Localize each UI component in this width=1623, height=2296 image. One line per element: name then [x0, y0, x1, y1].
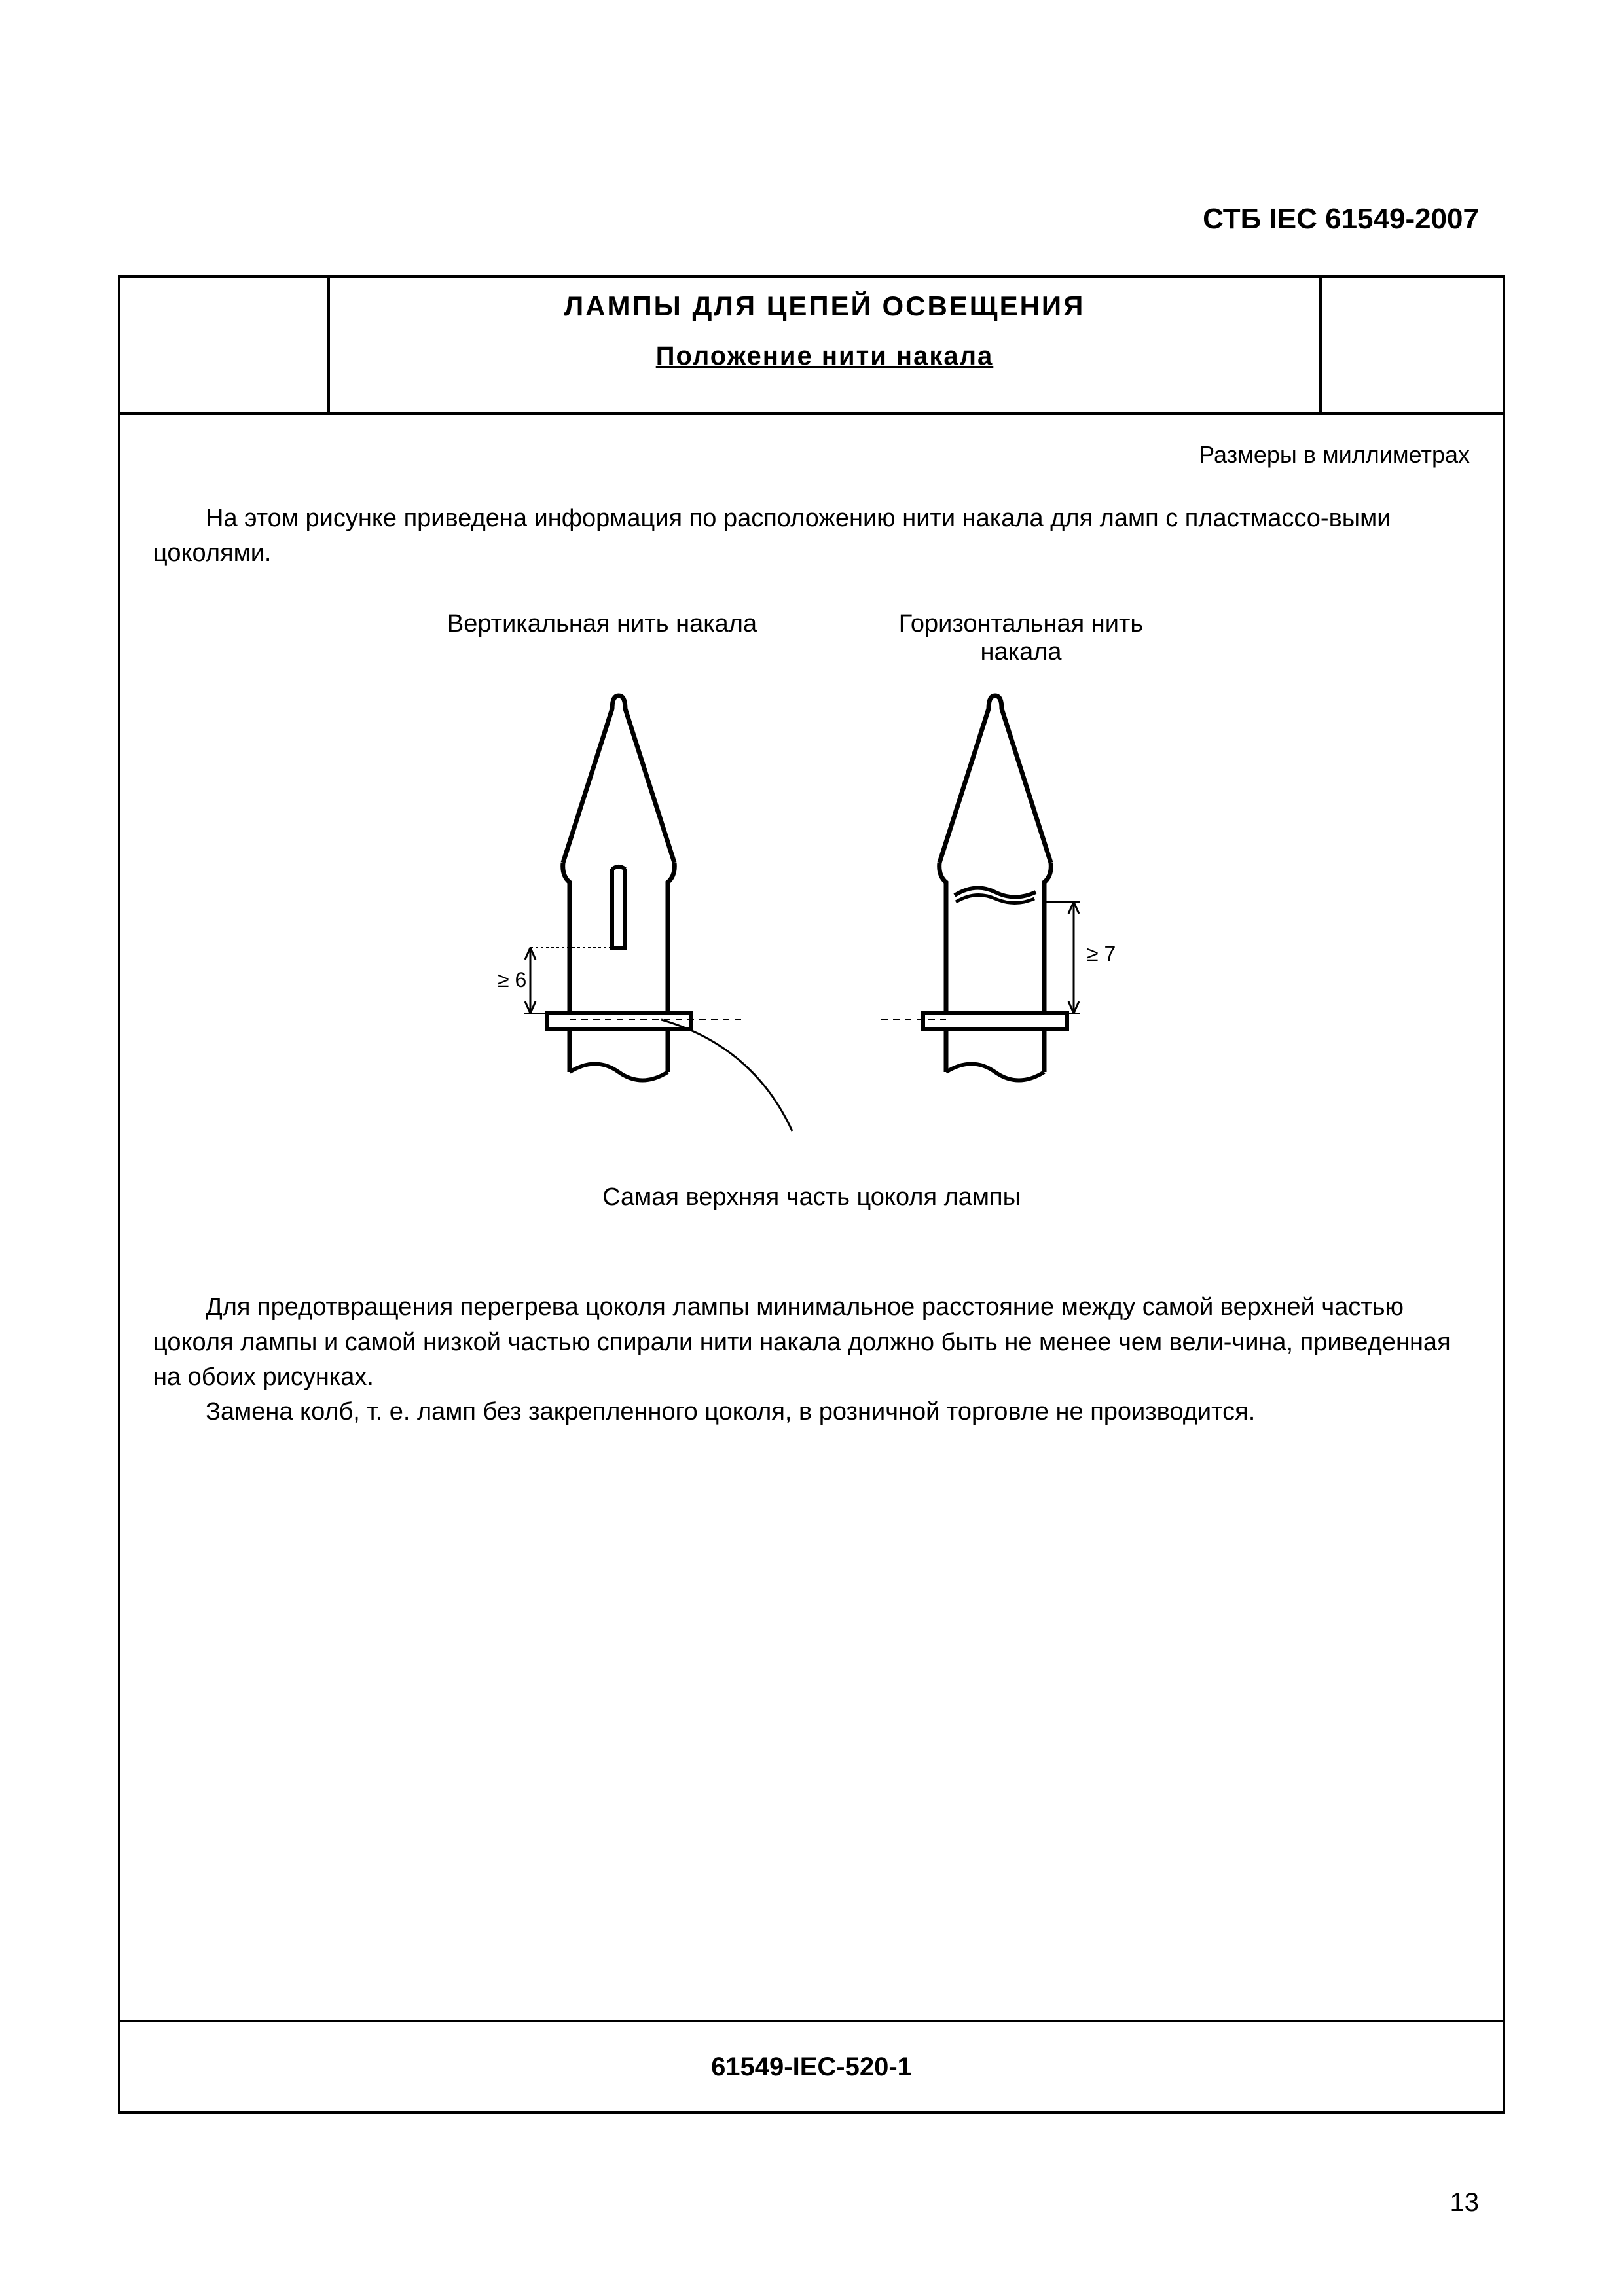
dim-value-right: ≥ 7 — [1087, 942, 1116, 965]
page-number: 13 — [1450, 2188, 1480, 2217]
label-horizontal-filament: Горизонтальная нить накала — [858, 610, 1185, 666]
diagram-column-labels: Вертикальная нить накала Горизонтальная … — [153, 610, 1470, 666]
diagram-container: ≥ 6 — [153, 686, 1470, 1157]
title-row: ЛАМПЫ ДЛЯ ЦЕПЕЙ ОСВЕЩЕНИЯ Положение нити… — [120, 278, 1503, 415]
paragraph-1: Для предотвращения перегрева цоколя ламп… — [153, 1290, 1470, 1395]
paragraph-2: Замена колб, т. е. ламп без закрепленног… — [153, 1395, 1470, 1429]
leader-line — [714, 1007, 910, 1138]
lamp-horizontal-diagram: ≥ 7 — [877, 686, 1139, 1144]
footer-code-row: 61549-IEC-520-1 — [120, 2020, 1503, 2111]
title-cell-right — [1319, 278, 1503, 412]
body-text: Для предотвращения перегрева цоколя ламп… — [153, 1290, 1470, 1429]
lamp-vertical-diagram: ≥ 6 — [484, 686, 746, 1144]
label-vertical-filament: Вертикальная нить накала — [439, 610, 766, 666]
diagram-caption: Самая верхняя часть цоколя лампы — [153, 1183, 1470, 1211]
title-cell-left — [120, 278, 330, 412]
units-label: Размеры в миллиметрах — [153, 441, 1470, 469]
main-title: ЛАМПЫ ДЛЯ ЦЕПЕЙ ОСВЕЩЕНИЯ — [330, 291, 1319, 322]
footer-code: 61549-IEC-520-1 — [711, 2053, 912, 2082]
dim-value-left: ≥ 6 — [498, 968, 526, 992]
main-frame: ЛАМПЫ ДЛЯ ЦЕПЕЙ ОСВЕЩЕНИЯ Положение нити… — [118, 275, 1505, 2114]
content-area: Размеры в миллиметрах На этом рисунке пр… — [120, 415, 1503, 2018]
intro-paragraph: На этом рисунке приведена информация по … — [153, 501, 1470, 571]
sub-title: Положение нити накала — [330, 342, 1319, 371]
document-standard-header: СТБ IEC 61549-2007 — [1203, 203, 1479, 236]
title-cell-center: ЛАМПЫ ДЛЯ ЦЕПЕЙ ОСВЕЩЕНИЯ Положение нити… — [330, 278, 1319, 412]
